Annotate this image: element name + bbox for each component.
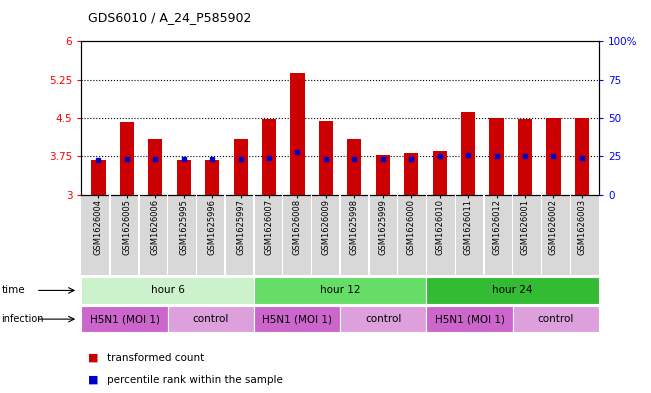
Bar [376, 155, 390, 195]
Text: control: control [365, 314, 402, 324]
Bar [518, 119, 532, 195]
Text: time: time [1, 285, 25, 296]
Bar [176, 160, 191, 195]
Text: GDS6010 / A_24_P585902: GDS6010 / A_24_P585902 [88, 11, 251, 24]
Bar [205, 160, 219, 195]
Bar [120, 122, 134, 195]
Bar [234, 140, 248, 195]
Text: infection: infection [1, 314, 44, 324]
Bar [319, 121, 333, 195]
Text: hour 6: hour 6 [150, 285, 185, 296]
Bar [91, 160, 105, 195]
Text: control: control [193, 314, 229, 324]
Text: ■: ■ [88, 353, 98, 363]
Bar [575, 118, 589, 195]
Bar [290, 73, 305, 195]
Text: H5N1 (MOI 1): H5N1 (MOI 1) [262, 314, 332, 324]
Bar [148, 140, 162, 195]
Bar [461, 112, 475, 195]
Text: hour 24: hour 24 [492, 285, 533, 296]
Bar [262, 119, 276, 195]
Text: ■: ■ [88, 375, 98, 385]
Bar [546, 118, 561, 195]
Bar [490, 118, 504, 195]
Text: H5N1 (MOI 1): H5N1 (MOI 1) [89, 314, 159, 324]
Bar [404, 152, 419, 195]
Text: transformed count: transformed count [107, 353, 204, 363]
Text: percentile rank within the sample: percentile rank within the sample [107, 375, 283, 385]
Bar [432, 151, 447, 195]
Text: hour 12: hour 12 [320, 285, 361, 296]
Text: H5N1 (MOI 1): H5N1 (MOI 1) [434, 314, 505, 324]
Bar [347, 140, 361, 195]
Text: control: control [538, 314, 574, 324]
